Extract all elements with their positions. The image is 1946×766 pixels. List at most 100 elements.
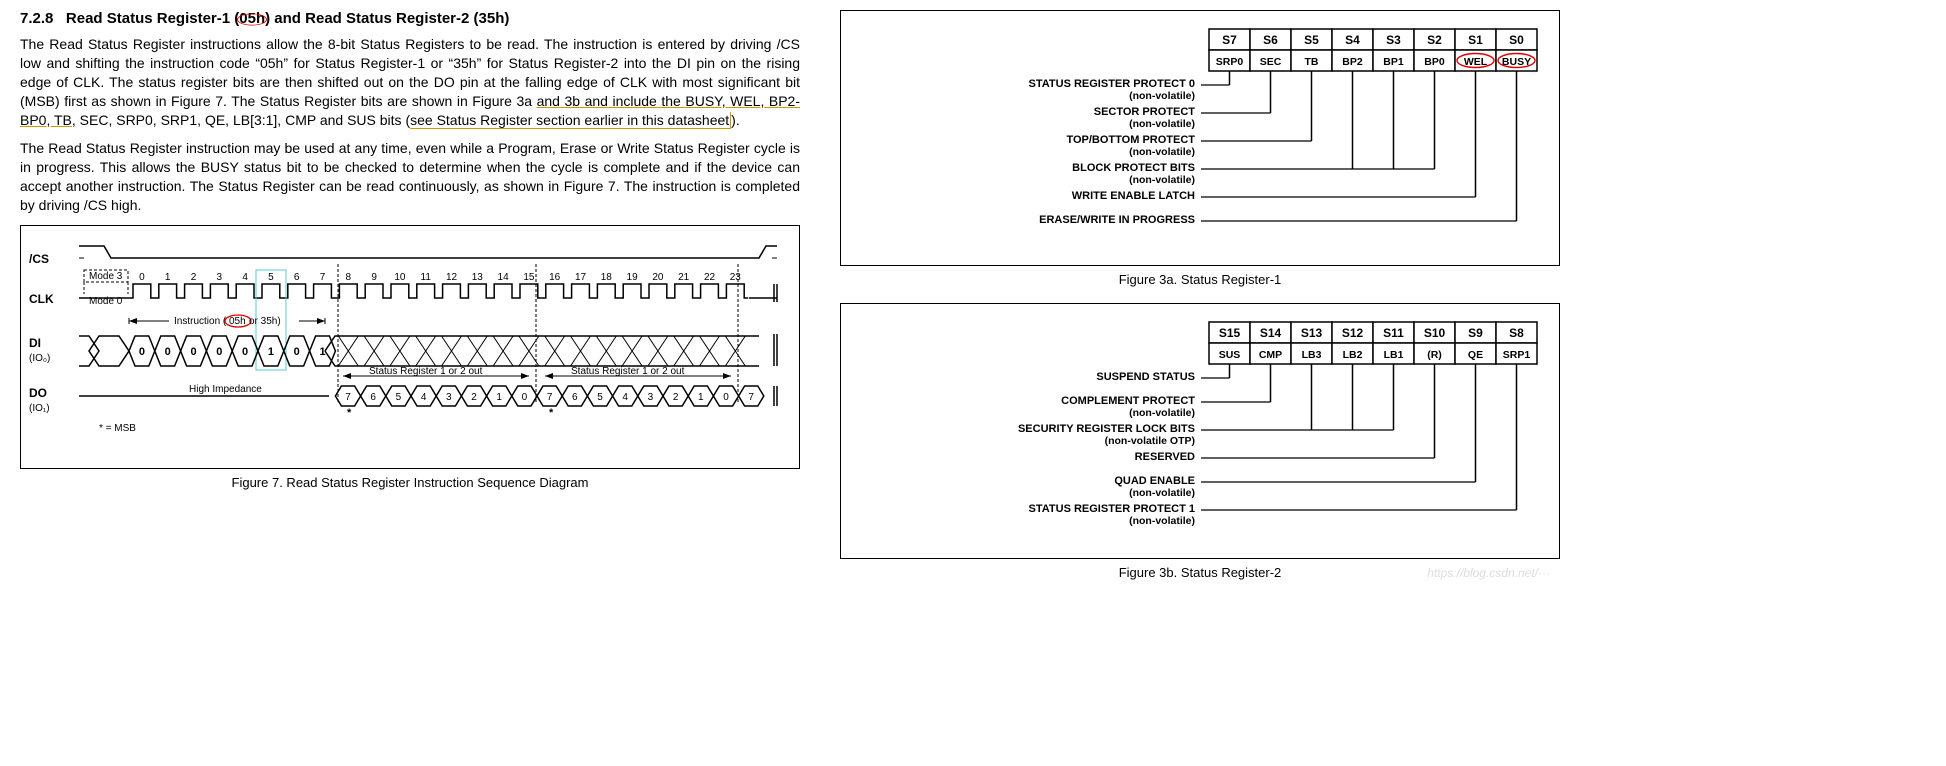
svg-text:13: 13 (472, 272, 484, 283)
svg-text:S4: S4 (1345, 33, 1360, 47)
svg-text:SRP1: SRP1 (1503, 349, 1531, 361)
svg-text:4: 4 (622, 392, 628, 403)
svg-text:1: 1 (698, 392, 704, 403)
svg-text:S7: S7 (1222, 33, 1237, 47)
svg-text:0: 0 (165, 346, 171, 358)
svg-text:19: 19 (627, 272, 639, 283)
svg-text:21: 21 (678, 272, 690, 283)
svg-text:17: 17 (575, 272, 587, 283)
svg-text:0: 0 (139, 272, 145, 283)
svg-text:3: 3 (446, 392, 452, 403)
right-column: S7S6S5S4S3S2S1S0SRP0SECTBBP2BP1BP0WELBUS… (840, 10, 1560, 580)
figure-7-box: /CS CLK DI(IO₀) DO(IO₁) Mode 3 Mode 0 01… (20, 225, 800, 469)
svg-text:STATUS REGISTER PROTECT 1: STATUS REGISTER PROTECT 1 (1029, 503, 1195, 515)
reg2-svg: S15S14S13S12S11S10S9S8SUSCMPLB3LB2LB1(R)… (857, 316, 1547, 544)
svg-text:SRP0: SRP0 (1216, 56, 1244, 68)
svg-text:10: 10 (394, 272, 406, 283)
svg-text:0: 0 (139, 346, 145, 358)
svg-text:TB: TB (1305, 56, 1319, 68)
svg-text:BP0: BP0 (1424, 56, 1445, 68)
svg-text:6: 6 (370, 392, 376, 403)
svg-text:15: 15 (523, 272, 535, 283)
svg-text:5: 5 (268, 272, 274, 283)
svg-text:QUAD ENABLE: QUAD ENABLE (1114, 475, 1195, 487)
svg-text:COMPLEMENT PROTECT: COMPLEMENT PROTECT (1061, 395, 1195, 407)
section-heading: 7.2.8 Read Status Register-1 (05h) and R… (20, 10, 800, 27)
svg-text:ERASE/WRITE IN PROGRESS: ERASE/WRITE IN PROGRESS (1039, 214, 1195, 226)
svg-text:0: 0 (216, 346, 222, 358)
svg-text:(R): (R) (1427, 349, 1442, 361)
svg-text:S11: S11 (1383, 326, 1404, 340)
svg-text:WRITE ENABLE LATCH: WRITE ENABLE LATCH (1072, 190, 1195, 202)
svg-text:S8: S8 (1509, 326, 1524, 340)
svg-text:*: * (347, 407, 352, 419)
svg-text:2: 2 (471, 392, 477, 403)
svg-text:7: 7 (345, 392, 351, 403)
svg-text:12: 12 (446, 272, 458, 283)
svg-text:SUSPEND STATUS: SUSPEND STATUS (1096, 371, 1195, 383)
svg-text:18: 18 (601, 272, 613, 283)
svg-text:4: 4 (242, 272, 248, 283)
svg-text:High Impedance: High Impedance (189, 384, 262, 395)
figure-7-caption: Figure 7. Read Status Register Instructi… (20, 475, 800, 490)
svg-text:(non-volatile): (non-volatile) (1129, 487, 1195, 499)
svg-text:(non-volatile): (non-volatile) (1129, 407, 1195, 419)
svg-text:*: * (549, 407, 554, 419)
svg-text:SECURITY REGISTER LOCK BITS: SECURITY REGISTER LOCK BITS (1018, 423, 1195, 435)
svg-text:16: 16 (549, 272, 561, 283)
svg-text:LB3: LB3 (1302, 349, 1322, 361)
paragraph-1: The Read Status Register instructions al… (20, 35, 800, 129)
svg-text:Status Register 1 or 2 out: Status Register 1 or 2 out (571, 366, 685, 377)
svg-text:S0: S0 (1509, 33, 1524, 47)
svg-text:7: 7 (547, 392, 553, 403)
mode3-label: Mode 3 (89, 271, 123, 282)
svg-text:0: 0 (242, 346, 248, 358)
svg-text:3: 3 (217, 272, 223, 283)
figure-3a-caption: Figure 3a. Status Register-1 (840, 272, 1560, 287)
svg-text:S13: S13 (1301, 326, 1323, 340)
svg-text:SUS: SUS (1219, 349, 1241, 361)
svg-text:6: 6 (572, 392, 578, 403)
svg-text:or 35h): or 35h) (249, 316, 281, 327)
svg-text:3: 3 (648, 392, 654, 403)
svg-text:QE: QE (1468, 349, 1483, 361)
heading-code: 05h (239, 10, 265, 27)
svg-text:SEC: SEC (1260, 56, 1282, 68)
svg-text:23: 23 (730, 272, 742, 283)
svg-text:05h: 05h (229, 316, 246, 327)
svg-text:S12: S12 (1342, 326, 1364, 340)
svg-text:SECTOR PROTECT: SECTOR PROTECT (1094, 106, 1196, 118)
svg-text:1: 1 (268, 346, 274, 358)
watermark: https://blog.csdn.net/··· (1427, 566, 1550, 580)
svg-text:TOP/BOTTOM PROTECT: TOP/BOTTOM PROTECT (1066, 134, 1195, 146)
svg-text:(non-volatile): (non-volatile) (1129, 146, 1195, 158)
svg-text:S6: S6 (1263, 33, 1278, 47)
svg-text:0: 0 (190, 346, 196, 358)
svg-text:RESERVED: RESERVED (1135, 451, 1195, 463)
svg-text:S5: S5 (1304, 33, 1319, 47)
svg-text:BLOCK PROTECT BITS: BLOCK PROTECT BITS (1072, 162, 1195, 174)
svg-text:(non-volatile): (non-volatile) (1129, 515, 1195, 527)
svg-text:9: 9 (371, 272, 377, 283)
svg-text:0: 0 (294, 346, 300, 358)
svg-text:S1: S1 (1468, 33, 1483, 47)
svg-text:STATUS REGISTER PROTECT 0: STATUS REGISTER PROTECT 0 (1029, 78, 1195, 90)
svg-text:S15: S15 (1219, 326, 1241, 340)
svg-text:2: 2 (191, 272, 197, 283)
paragraph-2: The Read Status Register instruction may… (20, 139, 800, 215)
timing-svg: Mode 3 Mode 0 01234567891011121314151617… (29, 236, 789, 446)
figure-3a-box: S7S6S5S4S3S2S1S0SRP0SECTBBP2BP1BP0WELBUS… (840, 10, 1560, 266)
svg-text:BP1: BP1 (1383, 56, 1404, 68)
svg-text:14: 14 (498, 272, 510, 283)
figure-3b-box: S15S14S13S12S11S10S9S8SUSCMPLB3LB2LB1(R)… (840, 303, 1560, 559)
svg-text:Status Register 1 or 2 out: Status Register 1 or 2 out (369, 366, 483, 377)
svg-text:0: 0 (522, 392, 528, 403)
svg-text:1: 1 (496, 392, 502, 403)
svg-text:20: 20 (652, 272, 664, 283)
svg-text:(non-volatile): (non-volatile) (1129, 174, 1195, 186)
heading-t2: ) and Read Status Register-2 (35h) (265, 10, 509, 27)
svg-text:* = MSB: * = MSB (99, 423, 136, 434)
svg-text:4: 4 (421, 392, 427, 403)
svg-text:1: 1 (319, 346, 325, 358)
timing-diagram: /CS CLK DI(IO₀) DO(IO₁) Mode 3 Mode 0 01… (29, 236, 791, 456)
